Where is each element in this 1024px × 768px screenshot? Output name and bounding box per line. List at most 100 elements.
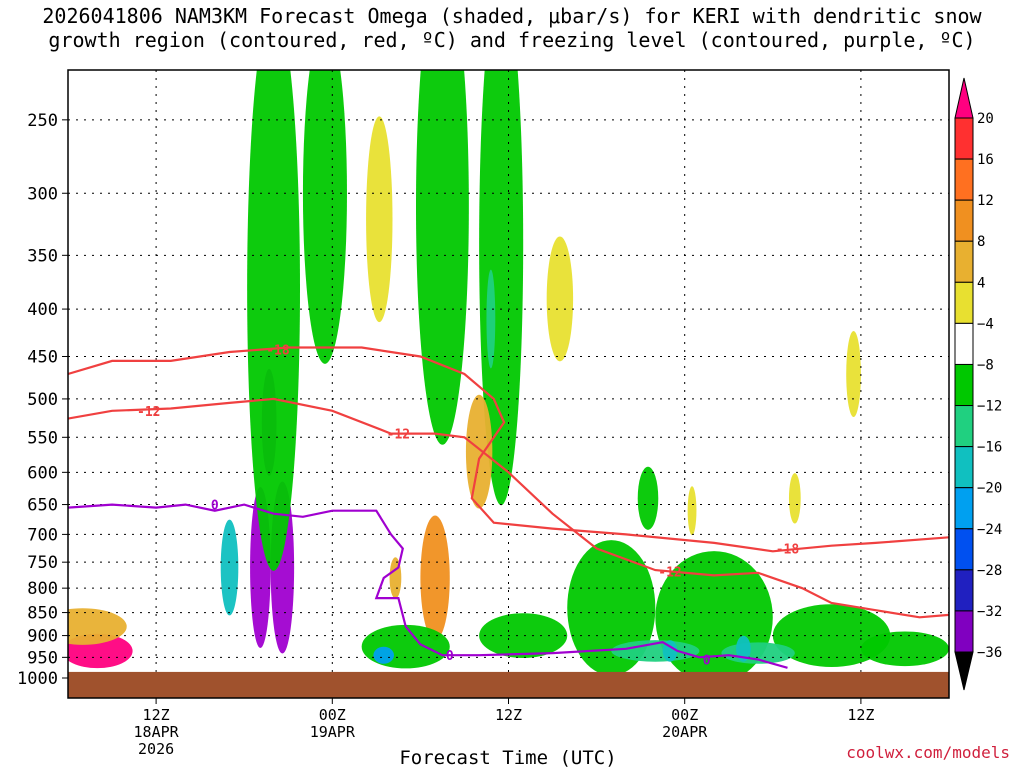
omega-region (373, 646, 394, 664)
y-tick-label: 450 (27, 348, 58, 368)
omega-region (68, 608, 127, 645)
y-tick-label: 250 (27, 111, 58, 131)
omega-region (465, 394, 493, 509)
x-tick-label: 00Z (671, 706, 698, 724)
x-tick-label: 12Z (847, 706, 874, 724)
colorbar-swatch (954, 199, 974, 242)
colorbar-label: −28 (977, 563, 1002, 579)
grid-lines (68, 70, 949, 698)
omega-region (860, 631, 949, 667)
chart-title: 2026041806 NAM3KM Forecast Omega (shaded… (0, 4, 1024, 52)
y-tick-label: 1000 (17, 669, 58, 689)
contour-label: -12 (658, 566, 681, 581)
freezing-level-contour (68, 503, 788, 669)
y-tick-label: 400 (27, 300, 58, 320)
y-tick-label: 900 (27, 627, 58, 647)
colorbar-label: −36 (977, 645, 1002, 661)
colorbar-swatch (954, 117, 974, 160)
y-tick-label: 300 (27, 184, 58, 204)
contour-label: -12 (137, 405, 160, 420)
y-tick-label: 750 (27, 553, 58, 573)
y-tick-label: 850 (27, 604, 58, 624)
x-tick-label: 12Z (143, 706, 170, 724)
omega-region (366, 116, 393, 323)
y-tick-label: 650 (27, 496, 58, 516)
y-tick-label: 950 (27, 648, 58, 668)
x-tick-label: 18APR (134, 723, 180, 741)
dgz-contour (68, 397, 949, 619)
contour-label: -18 (776, 543, 800, 558)
colorbar-top-arrow (954, 77, 974, 119)
contour-label: 0 (703, 653, 711, 668)
contour-label: -12 (387, 428, 410, 443)
colorbar-swatch (954, 322, 974, 365)
x-tick-label: 12Z (495, 706, 522, 724)
contour-label: -18 (266, 343, 290, 358)
colorbar-swatch (954, 487, 974, 530)
x-tick-label: 00Z (319, 706, 346, 724)
credit-text: coolwx.com/models (846, 743, 1010, 762)
omega-region (361, 624, 450, 669)
omega-region (479, 613, 568, 658)
ground-fill (68, 671, 949, 698)
omega-region (736, 635, 751, 662)
colorbar-swatch (954, 405, 974, 448)
y-tick-label: 800 (27, 579, 58, 599)
colorbar-label: 4 (977, 275, 985, 291)
colorbar-swatch (954, 240, 974, 283)
y-axis-ticks: 250 300 350 400 450 500 550 600 650 700 750 800 850 9… (17, 111, 68, 689)
colorbar-label: 20 (977, 111, 994, 127)
omega-region (788, 473, 801, 524)
x-tick-label: 2026 (138, 740, 174, 758)
colorbar-label: −20 (977, 481, 1002, 497)
colorbar-bottom-arrow (954, 651, 974, 691)
omega-region (846, 331, 861, 418)
dgz-contour (68, 346, 949, 553)
omega-region (486, 269, 496, 369)
omega-region (611, 640, 700, 662)
colorbar-swatch (954, 528, 974, 571)
colorbar-label: −32 (977, 604, 1002, 620)
x-tick-label: 19APR (310, 723, 356, 741)
title-line-2: growth region (contoured, red, ºC) and f… (48, 28, 976, 52)
colorbar-label: −4 (977, 316, 994, 332)
omega-region (302, 70, 347, 364)
omega-region (220, 519, 239, 616)
y-tick-label: 700 (27, 525, 58, 545)
title-line-1: 2026041806 NAM3KM Forecast Omega (shaded… (42, 4, 982, 28)
x-axis-label: Forecast Time (UTC) (399, 747, 616, 768)
colorbar-swatch (954, 610, 974, 653)
omega-region (687, 486, 697, 536)
y-tick-label: 600 (27, 463, 58, 483)
x-tick-label: 20APR (662, 723, 708, 741)
colorbar-label: 8 (977, 234, 985, 250)
contour-label: 0 (446, 649, 454, 664)
colorbar: 20 16 12 8 4 −4 −8 −12 −16 −20 −24 −28 −32 −36 (954, 77, 1002, 691)
colorbar-label: 12 (977, 193, 994, 209)
colorbar-swatch (954, 158, 974, 201)
colorbar-swatch (954, 363, 974, 407)
ground-layer (68, 671, 949, 698)
colorbar-swatch (954, 569, 974, 612)
colorbar-label: 16 (977, 152, 994, 168)
omega-region (637, 466, 659, 530)
omega-region (416, 70, 469, 445)
omega-region (420, 515, 450, 641)
colorbar-label: −24 (977, 522, 1002, 538)
y-tick-label: 500 (27, 390, 58, 410)
omega-region (546, 236, 574, 362)
colorbar-swatch (954, 446, 974, 489)
omega-shading (68, 70, 949, 684)
colorbar-label: −12 (977, 399, 1002, 415)
colorbar-label: −16 (977, 440, 1002, 456)
omega-region (772, 604, 891, 667)
contour-lines: -18 -12 -12 -18 -12 0 0 0 (68, 343, 949, 669)
contour-label: 0 (211, 499, 219, 514)
colorbar-swatch (954, 281, 974, 324)
y-tick-label: 350 (27, 246, 58, 266)
colorbar-label: −8 (977, 357, 994, 373)
y-tick-label: 550 (27, 428, 58, 448)
omega-region (247, 70, 300, 571)
